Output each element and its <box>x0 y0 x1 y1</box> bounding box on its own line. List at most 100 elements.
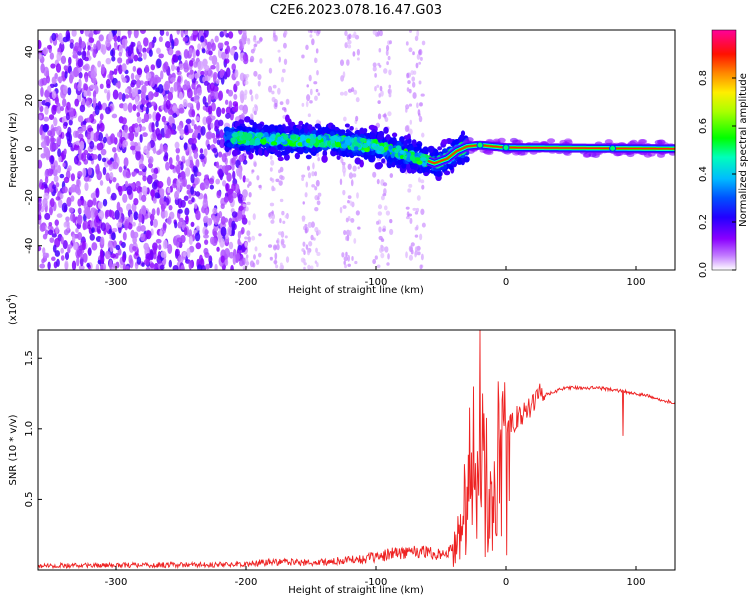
spectrogram-streak-cell <box>405 251 408 259</box>
spectrogram-noise-cell <box>50 63 56 69</box>
spectrogram-streak-cell <box>254 246 258 252</box>
spectrogram-noise-cell <box>124 265 131 270</box>
spectrogram-noise-cell <box>38 159 43 169</box>
spectrogram-noise-cell <box>168 157 173 166</box>
spectrogram-noise-cell <box>172 168 177 174</box>
spectrogram-noise-cell <box>168 259 172 268</box>
spectrogram-streak-cell <box>377 204 383 210</box>
spectrogram-streak-cell <box>245 178 250 183</box>
spectrogram-noise-cell <box>90 70 97 79</box>
spectrogram-noise-cell <box>124 180 129 188</box>
spectrogram-noise-cell <box>213 71 218 80</box>
spectrogram-noise-cell <box>105 78 111 87</box>
spectrogram-noise-cell <box>156 150 162 156</box>
spectrogram-noise-cell <box>84 206 91 217</box>
spectrogram-streak-cell <box>272 84 277 89</box>
spectrogram-noise-cell <box>60 255 65 261</box>
spectrogram-noise-cell <box>77 50 82 56</box>
spectrogram-band-cell <box>277 143 283 150</box>
spectrogram-band-cell <box>293 128 300 136</box>
spectrogram-streak-cell <box>272 32 276 38</box>
spectrogram-noise-cell <box>97 153 102 162</box>
spectrogram-noise-cell <box>121 63 127 72</box>
spectrogram-band-cell <box>410 164 417 170</box>
spectrogram-noise-cell <box>180 128 184 139</box>
spectrogram-band-cell <box>423 172 429 177</box>
spectrogram-noise-cell <box>110 49 114 57</box>
spectrogram-noise-cell <box>59 106 65 112</box>
spectrogram-noise-cell <box>193 61 198 68</box>
spectrogram-band-cell <box>391 132 398 138</box>
spectrogram-streak-cell <box>405 216 410 220</box>
snr-x-tick-label: -300 <box>105 577 128 588</box>
spectrogram-streak-cell <box>388 84 391 89</box>
spectrogram-noise-cell <box>172 264 179 270</box>
spectrogram-streak-cell <box>253 161 257 168</box>
spectrogram-noise-cell <box>56 136 62 146</box>
spectrogram-noise-cell <box>147 162 153 169</box>
spectrogram-streak-cell <box>382 193 387 197</box>
spectrogram-noise-cell <box>70 213 74 222</box>
spectrogram-noise-cell <box>158 244 162 251</box>
colorbar-tick-label: 0.8 <box>698 70 709 86</box>
spectrogram-noise-cell <box>139 133 143 143</box>
spectrogram-streak-cell <box>308 241 313 247</box>
spectrogram-noise-cell <box>209 184 214 190</box>
spectrogram-noise-cell <box>43 116 50 122</box>
spectrogram-streak-cell <box>280 238 285 245</box>
spectrogram-noise-cell <box>220 226 227 237</box>
spectrogram-band-cell <box>463 156 470 163</box>
spectrogram-streak-cell <box>283 30 288 36</box>
spectrogram-y-tick-label: 40 <box>24 45 35 58</box>
spectrogram-streak-cell <box>244 110 247 115</box>
spectrogram-noise-cell <box>111 113 118 119</box>
spectrogram-streak-cell <box>354 34 360 40</box>
spectrogram-noise-cell <box>132 104 137 112</box>
spectrogram-band-cell <box>244 116 251 123</box>
spectrogram-noise-cell <box>143 145 149 154</box>
spectrogram-noise-cell <box>157 84 164 94</box>
spectrogram-noise-cell <box>116 222 123 228</box>
spectrogram-streak-cell <box>246 230 251 237</box>
spectrogram-streak-cell <box>416 102 419 109</box>
spectrogram-streak-cell <box>387 253 390 260</box>
spectrogram-noise-cell <box>200 126 206 136</box>
spectrogram-noise-cell <box>172 112 178 119</box>
spectrogram-noise-cell <box>184 207 190 216</box>
spectrogram-streak-cell <box>408 254 414 261</box>
figure-title: C2E6.2023.078.16.47.G03 <box>270 3 442 18</box>
spectrogram-noise-cell <box>189 60 194 67</box>
spectrogram-streak-cell <box>310 265 314 270</box>
spectrogram-noise-cell <box>232 101 239 107</box>
spectrogram-noise-cell <box>114 42 118 51</box>
spectrogram-noise-cell <box>84 75 89 83</box>
spectrogram-noise-cell <box>63 121 68 127</box>
spectrogram-streak-cell <box>277 231 283 236</box>
spectrogram-noise-cell <box>204 239 209 245</box>
spectrogram-band-cell <box>298 120 304 126</box>
spectrogram-noise-cell <box>239 40 243 51</box>
colorbar-tick-label: 0.0 <box>698 262 709 278</box>
spectrogram-noise-cell <box>96 170 102 181</box>
spectrogram-streak-cell <box>243 267 246 270</box>
spectrogram-core-cell <box>373 145 380 151</box>
spectrogram-streak-cell <box>253 43 257 48</box>
spectrogram-noise-cell <box>56 258 60 268</box>
spectrogram-streak-cell <box>387 55 391 61</box>
spectrogram-streak-cell <box>421 132 425 138</box>
spectrogram-streak-cell <box>377 100 381 104</box>
spectrogram-streak-cell <box>405 206 410 210</box>
spectrogram-noise-cell <box>111 232 116 241</box>
spectrogram-noise-cell <box>108 210 115 218</box>
snr-x-tick-label: -200 <box>235 577 258 588</box>
spectrogram-noise-cell <box>133 54 139 62</box>
spectrogram-noise-cell <box>70 173 76 182</box>
spectrogram-noise-cell <box>105 209 111 218</box>
spectrogram-band-cell <box>450 140 458 146</box>
spectrogram-streak-cell <box>305 244 309 250</box>
spectrogram-noise-cell <box>203 148 208 157</box>
spectrogram-x-tick-label: -100 <box>365 277 388 288</box>
spectrogram-band-cell <box>341 150 347 158</box>
spectrogram-streak-cell <box>275 264 279 269</box>
spectrogram-noise-cell <box>91 227 95 233</box>
